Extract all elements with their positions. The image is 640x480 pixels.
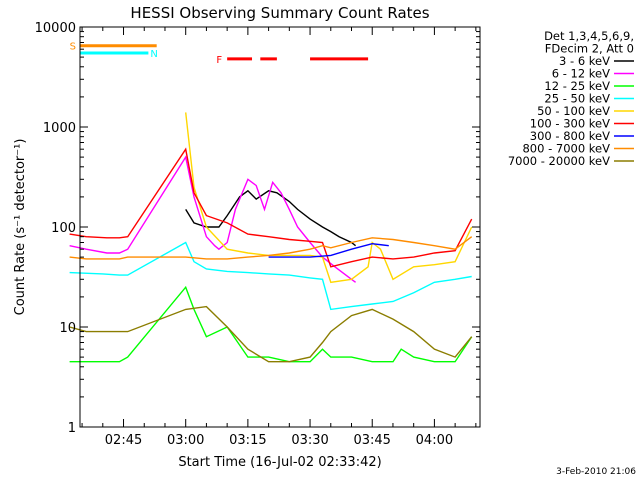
legend-entry-label: 300 - 800 keV	[530, 129, 610, 143]
series-line-8	[69, 236, 473, 260]
flag-layer: S N F	[70, 42, 369, 66]
flag-label-f: F	[216, 55, 222, 66]
flag-label-s: S	[70, 42, 76, 53]
y-tick-label: 1	[68, 421, 76, 436]
x-axis-label: Start Time (16-Jul-02 02:33:42)	[178, 455, 381, 470]
flag-label-n: N	[150, 49, 157, 60]
series-line-7	[268, 242, 389, 258]
series-line-6	[69, 147, 473, 268]
plot-frame	[79, 26, 481, 428]
legend-header-line: FDecim 2, Att 0	[545, 42, 634, 56]
y-tick-label: 100	[51, 221, 76, 236]
legend-entry-label: 12 - 25 keV	[544, 79, 610, 93]
series-layer	[69, 112, 473, 363]
y-axis-label: Count Rate (s⁻¹ detector⁻¹)	[13, 139, 28, 316]
y-tick-label: 10	[59, 321, 76, 336]
legend-entry-label: 100 - 300 keV	[530, 117, 610, 131]
legend-header-line: Det 1,3,4,5,6,9,	[544, 29, 634, 43]
x-tick-label: 04:00	[416, 433, 453, 448]
legend-entry-label: 50 - 100 keV	[537, 104, 610, 118]
series-line-5	[185, 112, 473, 284]
y-tick-label: 1000	[43, 121, 76, 136]
x-tick-label: 03:00	[167, 433, 204, 448]
chart-title: HESSI Observing Summary Count Rates	[130, 4, 429, 22]
timestamp: 3-Feb-2010 21:06	[556, 467, 636, 477]
series-line-1	[185, 189, 357, 247]
series-line-2	[69, 155, 357, 283]
x-tick-label: 03:30	[291, 433, 328, 448]
series-line-3	[69, 285, 473, 363]
x-tick-label: 03:45	[353, 433, 390, 448]
legend-entry-label: 3 - 6 keV	[559, 54, 610, 68]
series-line-9	[69, 305, 473, 363]
legend-entry-label: 7000 - 20000 keV	[508, 154, 610, 168]
legend-entry-label: 800 - 7000 keV	[522, 142, 610, 156]
x-tick-label: 03:15	[229, 433, 266, 448]
legend: Det 1,3,4,5,6,9,FDecim 2, Att 03 - 6 keV…	[508, 29, 634, 168]
legend-entry-label: 25 - 50 keV	[544, 92, 610, 106]
axes-layer: 02:45 03:00 03:15 03:30 03:45 04:00 1 10 100 1000…	[35, 21, 480, 448]
legend-entry-label: 6 - 12 keV	[552, 67, 610, 81]
y-tick-label: 10000	[35, 21, 76, 36]
series-line-4	[69, 241, 472, 311]
x-tick-label: 02:45	[105, 433, 142, 448]
